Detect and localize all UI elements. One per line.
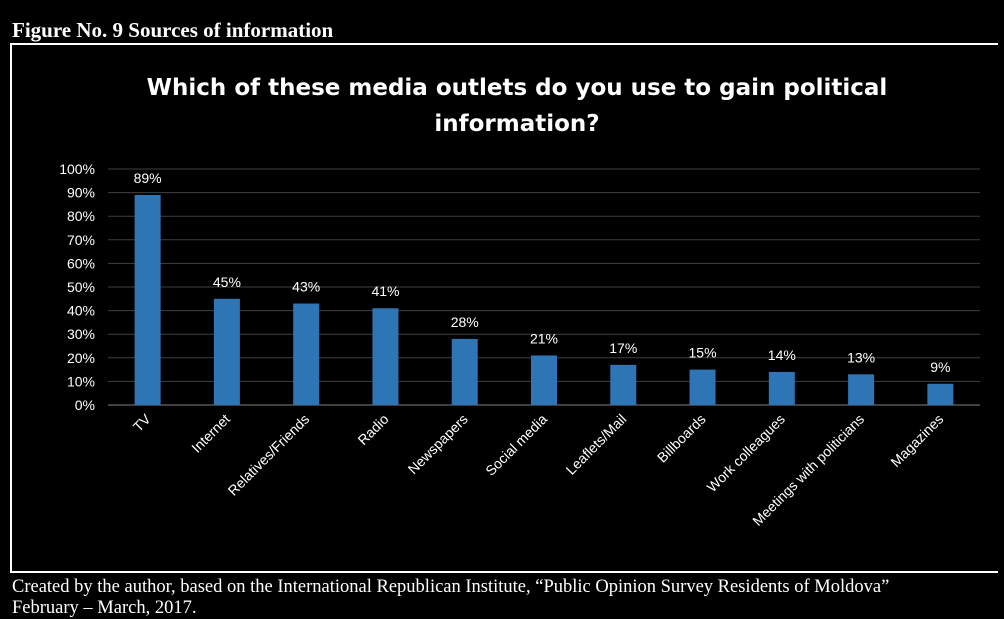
y-tick-label: 70% — [67, 232, 95, 248]
bar — [451, 338, 478, 405]
y-tick-label: 90% — [67, 185, 95, 201]
data-label: 9% — [930, 359, 950, 375]
data-labels: 89% 45% 43% 41% 28% 21% 17% 15% 14% 13% 9% — [134, 170, 951, 375]
chart-title-line-1: Which of these media outlets do you use … — [147, 75, 888, 101]
category-label: Leaflets/Mail — [563, 411, 630, 478]
y-tick-label: 80% — [67, 208, 95, 224]
chart-frame — [10, 43, 998, 573]
category-label: Relatives/Friends — [225, 411, 313, 499]
figure-label: Figure No. 9 Sources of information — [12, 18, 334, 42]
data-label: 15% — [689, 345, 717, 361]
category-label: Radio — [354, 411, 391, 448]
category-label: Billboards — [654, 411, 709, 466]
chart-title: Which of these media outlets do you use … — [147, 75, 888, 137]
bar — [689, 369, 716, 405]
source-note: Created by the author, based on the Inte… — [12, 577, 1004, 619]
y-tick-label: 60% — [67, 255, 95, 271]
data-label: 89% — [134, 170, 162, 186]
y-tick-label: 30% — [67, 326, 95, 342]
category-label: Internet — [188, 411, 233, 456]
source-line-1: Created by the author, based on the Inte… — [12, 577, 890, 597]
y-tick-label: 50% — [67, 279, 95, 295]
chart-title-line-2: information? — [434, 111, 599, 137]
y-axis-ticks: 0% 10% 20% 30% 40% 50% 60% 70% 80% 90% 100% — [59, 161, 95, 413]
category-label: TV — [130, 410, 154, 434]
data-label: 14% — [768, 347, 796, 363]
y-tick-label: 100% — [59, 161, 95, 177]
source-line-2: February – March, 2017. — [12, 598, 197, 618]
data-label: 28% — [451, 314, 479, 330]
bars — [134, 194, 954, 405]
data-label: 45% — [213, 274, 241, 290]
y-tick-label: 40% — [67, 303, 95, 319]
category-label: Magazines — [887, 411, 946, 470]
category-label: Work colleagues — [704, 411, 788, 495]
data-label: 43% — [292, 279, 320, 295]
data-label: 41% — [371, 283, 399, 299]
bar — [610, 364, 637, 405]
bar — [213, 298, 240, 405]
data-label: 21% — [530, 330, 558, 346]
bar — [293, 303, 320, 405]
bar — [768, 371, 795, 405]
y-tick-label: 0% — [75, 397, 95, 413]
bar — [134, 194, 161, 405]
data-label: 13% — [847, 349, 875, 365]
bar — [848, 374, 875, 405]
bar — [927, 383, 954, 405]
y-tick-label: 10% — [67, 373, 95, 389]
bar — [531, 355, 557, 405]
bar — [372, 308, 399, 405]
data-label: 17% — [609, 340, 637, 356]
category-label: Social media — [482, 411, 550, 479]
y-tick-label: 20% — [67, 350, 95, 366]
category-label: Newspapers — [405, 411, 471, 477]
